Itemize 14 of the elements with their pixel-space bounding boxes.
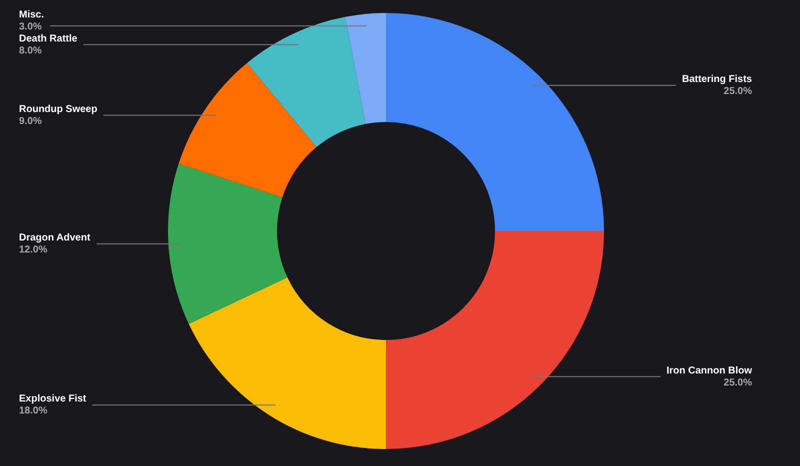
- slice-label: Dragon Advent: [19, 232, 91, 244]
- slice-label: Battering Fists: [682, 74, 752, 86]
- data-label: 12.0%: [19, 244, 48, 256]
- slice-label: Explosive Fist: [19, 394, 87, 405]
- data-label: 25.0%: [724, 86, 752, 98]
- data-label: 25.0%: [724, 377, 752, 388]
- data-label: 9.0%: [19, 116, 42, 127]
- slice-label: Iron Cannon Blow: [666, 365, 752, 376]
- slice-label: Misc.: [19, 9, 44, 20]
- data-label: 18.0%: [19, 406, 48, 417]
- data-label: 3.0%: [19, 21, 42, 32]
- slice-label: Death Rattle: [19, 33, 78, 44]
- data-label: 8.0%: [19, 45, 42, 56]
- slice-label: Roundup Sweep: [19, 104, 98, 115]
